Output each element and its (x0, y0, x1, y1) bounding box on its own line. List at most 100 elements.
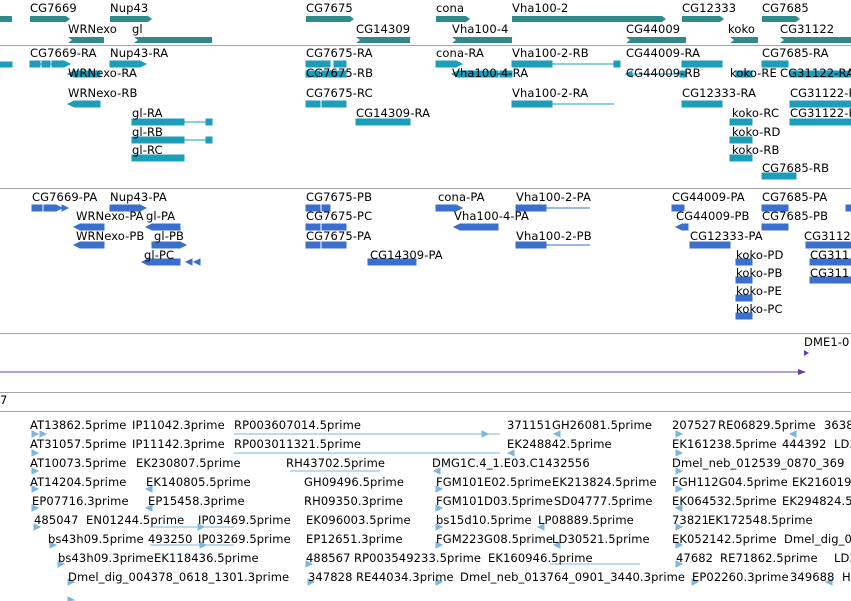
protein-label[interactable]: WRNexo-PB (76, 229, 145, 243)
contig-label[interactable]: DME1-0 (804, 335, 850, 349)
est-label[interactable]: 73821 (672, 513, 710, 527)
transcript-label[interactable]: CG31122-RC (790, 106, 851, 120)
est-label[interactable]: Dmel_dig_004378_0618_1301.3prime (68, 570, 290, 584)
est-label[interactable]: EK160946.5prime (488, 551, 593, 565)
est-label[interactable]: EP12651.3prime (306, 532, 403, 546)
est-label[interactable]: FGM223G08.5prime (436, 532, 554, 546)
transcript-label[interactable]: koko-RB (732, 143, 780, 157)
transcript-label[interactable]: Vha100-4-RA (452, 66, 529, 80)
est-label[interactable]: EK213824.5prime (552, 475, 657, 489)
est-label[interactable]: RE44034.3prime (356, 570, 454, 584)
est-label[interactable]: EK064532.5prime (672, 494, 777, 508)
est-label[interactable]: Dmel_neb_012539_0870_369 (672, 456, 845, 470)
transcript-label[interactable]: koko-RD (732, 125, 781, 139)
est-label[interactable]: 493250 (148, 532, 193, 546)
protein-label[interactable]: CG311 (810, 266, 850, 280)
transcript-label[interactable]: CG7675-RB (306, 66, 374, 80)
est-label[interactable]: bs15d10.5prime (436, 513, 532, 527)
est-label[interactable]: EK248842.5prime (507, 437, 612, 451)
transcript-label[interactable]: koko-RE (730, 66, 777, 80)
gene-label[interactable]: gl (132, 22, 143, 36)
protein-label[interactable]: gl-PB (154, 229, 184, 243)
est-label[interactable]: LP08889.5prime (538, 513, 634, 527)
est-label[interactable]: RH09350.3prime (304, 494, 404, 508)
est-label[interactable]: EK140805.5prime (146, 475, 251, 489)
est-label[interactable]: IP11042.3prime (132, 418, 225, 432)
protein-label[interactable]: CG44009-PB (676, 209, 750, 223)
transcript-label[interactable]: CG7685-RB (762, 161, 830, 175)
est-label[interactable]: LD3 (834, 551, 851, 565)
transcript-label[interactable]: gl-RB (132, 125, 164, 139)
protein-label[interactable]: CG7685-PB (762, 209, 829, 223)
transcript-label[interactable]: WRNexo-RA (68, 66, 137, 80)
est-label[interactable]: IP03269.5prime (198, 532, 291, 546)
protein-label[interactable]: CG7669-PA (32, 190, 98, 204)
protein-label[interactable]: Vha100-2-PB (516, 229, 592, 243)
est-label[interactable]: FGM101E02.5prime (436, 475, 552, 489)
est-label[interactable]: EK118436.5prime (154, 551, 259, 565)
transcript-label[interactable]: Vha100-2-RB (512, 46, 589, 60)
est-label[interactable]: EP02260.3prime (692, 570, 789, 584)
gene-label[interactable]: CG7675 (306, 1, 353, 15)
est-label[interactable]: EP15458.3prime (148, 494, 245, 508)
est-label[interactable]: EP07716.3prime (32, 494, 129, 508)
est-label[interactable]: RH43702.5prime (286, 456, 386, 470)
protein-label[interactable]: Nup43-PA (110, 190, 167, 204)
transcript-label[interactable]: CG7675-RC (306, 86, 373, 100)
est-label[interactable]: 3638 (824, 418, 851, 432)
est-label[interactable]: IP03469.5prime (198, 513, 291, 527)
transcript-label[interactable]: CG12333-RA (682, 86, 757, 100)
transcript-label[interactable]: CG7669-RA (30, 46, 97, 60)
est-label[interactable]: AT10073.5prime (30, 456, 127, 470)
protein-label[interactable]: Vha100-4-PA (454, 209, 529, 223)
est-label[interactable]: 47682 (676, 551, 714, 565)
protein-label[interactable]: CG7685-PA (762, 190, 828, 204)
gene-label[interactable]: Vha100-2 (512, 1, 569, 15)
protein-label[interactable]: koko-PD (736, 248, 784, 262)
transcript-label[interactable]: CG7685-RA (762, 46, 829, 60)
transcript-label[interactable]: CG44009-RB (626, 66, 701, 80)
gene-label[interactable]: CG44009 (626, 22, 681, 36)
gene-label[interactable]: koko (728, 22, 755, 36)
protein-label[interactable]: gl-PC (144, 248, 175, 262)
transcript-label[interactable]: CG31122-RB (790, 86, 851, 100)
est-label[interactable]: 488567 (306, 551, 351, 565)
est-label[interactable]: GH26081.5prime (552, 418, 653, 432)
transcript-label[interactable]: CG44009-RA (626, 46, 701, 60)
gene-label[interactable]: CG7685 (762, 1, 809, 15)
protein-label[interactable]: koko-PC (736, 302, 783, 316)
protein-label[interactable]: CG7675-PA (306, 229, 372, 243)
est-label[interactable]: EK161238.5prime (672, 437, 777, 451)
est-label[interactable]: EK294824.5 (782, 494, 851, 508)
est-label[interactable]: Dmel_neb_013764_0901_3440.3prime (460, 570, 686, 584)
est-label[interactable]: AT13862.5prime (30, 418, 127, 432)
est-label[interactable]: RE71862.5prime (720, 551, 818, 565)
protein-label[interactable]: CG3112 (804, 229, 851, 243)
est-label[interactable]: 485047 (34, 513, 79, 527)
gene-label[interactable]: CG12333 (682, 1, 737, 15)
est-label[interactable]: RE06829.5prime (718, 418, 816, 432)
est-label[interactable]: LD3 (834, 437, 851, 451)
gene-label[interactable]: cona (436, 1, 465, 15)
est-label[interactable]: 347828 (308, 570, 353, 584)
gene-label[interactable]: CG7669 (30, 1, 77, 15)
est-label[interactable]: EK216019 (792, 475, 851, 489)
est-label[interactable]: EK230807.5prime (136, 456, 241, 470)
transcript-label[interactable]: Vha100-2-RA (512, 86, 589, 100)
est-label[interactable]: 371151 (507, 418, 552, 432)
est-label[interactable]: FGM101D03.5prime (436, 494, 553, 508)
protein-label[interactable]: CG7675-PB (306, 190, 373, 204)
est-label[interactable]: LD30521.5prime (552, 532, 650, 546)
protein-label[interactable]: CG311 (810, 248, 850, 262)
transcript-label[interactable]: WRNexo-RB (68, 86, 138, 100)
transcript-label[interactable]: gl-RA (132, 106, 163, 120)
est-label[interactable]: EK096003.5prime (306, 513, 411, 527)
gene-label[interactable]: WRNexo (68, 22, 117, 36)
est-label[interactable]: FGH112G04.5prime (672, 475, 788, 489)
protein-label[interactable]: CG7675-PC (306, 209, 373, 223)
est-label[interactable]: RP003011321.5prime (234, 437, 362, 451)
transcript-label[interactable]: CG14309-RA (356, 106, 431, 120)
gene-label[interactable]: Nup43 (110, 1, 149, 15)
protein-label[interactable]: koko-PB (736, 266, 783, 280)
transcript-label[interactable]: Nup43-RA (110, 46, 169, 60)
